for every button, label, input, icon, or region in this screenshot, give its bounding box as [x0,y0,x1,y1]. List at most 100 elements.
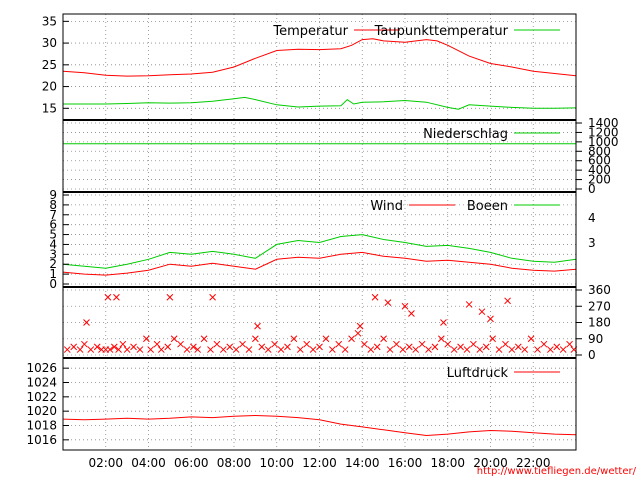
wind-direction-point [166,293,174,301]
y-tick-label-right: 0 [588,348,596,362]
series-line-wind [62,251,577,276]
wind-direction-point [412,346,420,353]
point-stroke [444,340,452,348]
wind-direction-point [450,346,458,353]
y-tick-label: 1016 [26,433,57,447]
point-stroke [143,335,150,343]
point-stroke [245,346,253,353]
wind-direction-point [437,335,445,343]
wind-direction-point [408,310,415,317]
wind-direction-point [502,340,509,348]
y-tick-label: 9 [49,188,57,202]
point-stroke [514,343,522,351]
point-stroke [527,335,535,343]
point-stroke [219,346,227,353]
wind-direction-point [354,329,362,337]
point-stroke [264,346,272,353]
y-tick-label: 1020 [26,404,57,418]
wind-direction-point [264,346,272,353]
point-stroke [502,340,509,348]
point-stroke [508,346,516,353]
wind-direction-point [553,343,561,351]
wind-direction-point [367,346,375,353]
wind-direction-point [487,315,494,323]
point-stroke [76,346,84,353]
wind-direction-point [123,346,131,353]
x-tick-label: 02:00 [88,456,123,470]
wind-direction-point [356,322,364,330]
wind-direction-point [190,343,197,351]
x-tick-label: 16:00 [388,456,423,470]
point-stroke [412,346,420,353]
wind-direction-point [380,335,387,343]
wind-direction-point [219,346,227,353]
wind-direction-point [104,293,112,301]
wind-direction-point [252,335,259,343]
point-stroke [553,343,561,351]
wind-direction-point [478,308,486,316]
point-stroke [226,343,234,351]
point-stroke [166,293,174,301]
x-tick-label: 18:00 [430,456,465,470]
wind-direction-point [113,293,120,301]
point-stroke [534,346,541,353]
x-tick-label: 12:00 [302,456,337,470]
point-stroke [170,335,178,343]
point-stroke [335,340,343,348]
wind-direction-point [200,335,208,343]
point-stroke [200,335,208,343]
y-tick-label-right: 200 [588,173,611,187]
wind-direction-point [508,346,516,353]
wind-direction-point [119,340,127,348]
y-tick-label: 8 [49,198,57,212]
y-tick-label-right: 1400 [588,116,619,130]
point-stroke [367,346,375,353]
point-stroke [213,340,221,348]
wind-direction-point [361,340,368,348]
wind-direction-point [258,343,266,351]
wind-direction-point [93,343,101,351]
wind-direction-point [207,346,214,353]
point-stroke [164,343,172,351]
y-tick-label-right: 1200 [588,125,619,139]
point-stroke [384,299,392,306]
wind-direction-point [386,346,394,353]
point-stroke [431,343,439,351]
wind-direction-point [277,346,285,353]
series-line-taupunkttemperatur [63,96,577,110]
point-stroke [425,346,432,353]
wind-direction-point [83,319,90,326]
x-tick-label: 10:00 [259,456,294,470]
y-tick-label-right: 400 [588,163,611,177]
point-stroke [207,346,214,353]
wind-direction-point [136,346,144,353]
wind-direction-point [76,346,84,353]
wind-direction-point [106,346,114,353]
point-stroke [277,346,285,353]
point-stroke [361,340,368,348]
wind-direction-point [110,343,118,351]
wind-direction-point [440,319,447,326]
y-tick-label-right: 90 [588,332,603,346]
point-stroke [194,346,202,353]
point-stroke [408,310,415,317]
point-stroke [110,343,118,351]
y-tick-label-right: 360 [588,283,611,297]
y-tick-label: 15 [42,101,57,115]
wind-direction-point [164,343,172,351]
point-stroke [540,340,548,348]
wind-direction-point [130,343,137,351]
point-stroke [399,346,407,353]
point-stroke [136,346,144,353]
wind-direction-point [322,335,330,343]
point-stroke [495,346,503,353]
x-tick-label: 06:00 [174,456,209,470]
x-tick-label: 22:00 [516,456,551,470]
x-tick-label: 08:00 [217,456,252,470]
y-tick-label: 35 [42,14,57,28]
wind-direction-point [527,335,535,343]
point-stroke [254,322,261,330]
point-stroke [290,335,298,343]
point-stroke [81,340,88,348]
